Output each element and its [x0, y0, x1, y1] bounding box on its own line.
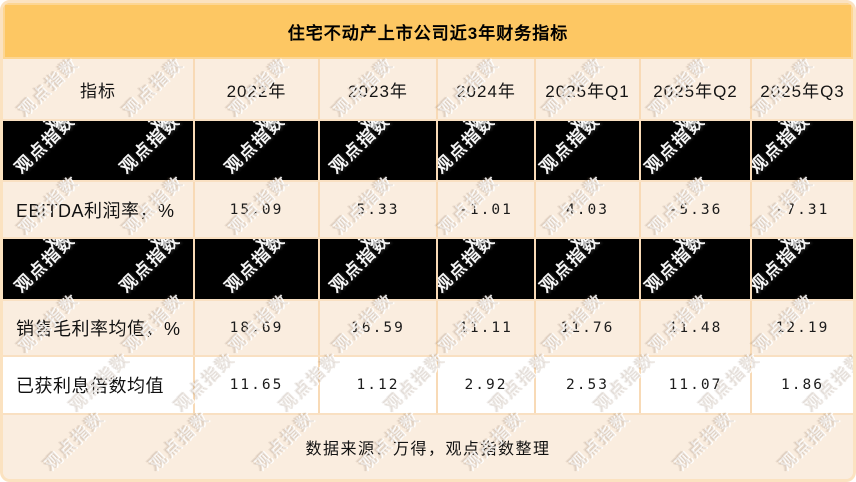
watermark-text: 观点指数 — [221, 239, 289, 297]
watermark-text: 观点指数 — [326, 239, 394, 297]
value-cell: 15.09 — [195, 182, 320, 237]
column-header-2022: 2022年 — [195, 59, 320, 119]
watermark-text: 观点指数 — [116, 121, 184, 178]
table-row-interest-coverage: 已获利息倍数均值 11.65 1.12 2.92 2.53 11.07 1.86 — [3, 355, 853, 413]
watermark-text: 观点指数 — [41, 239, 110, 253]
watermark-text: 观点指数 — [251, 121, 318, 135]
watermark-text: 观点指数 — [221, 121, 289, 178]
row-label-interest-coverage: 已获利息倍数均值 — [3, 357, 195, 413]
watermark-text: 观点指数 — [146, 239, 193, 253]
watermark-text: 观点指数 — [438, 239, 499, 297]
watermark-text: 观点指数 — [251, 239, 318, 253]
watermark-text: 观点指数 — [536, 121, 604, 178]
watermark-text: 观点指数 — [195, 121, 215, 135]
watermark-text: 观点指数 — [671, 121, 740, 135]
value-cell: 11.76 — [536, 301, 641, 355]
watermark-text: 观点指数 — [356, 121, 425, 135]
table-row-ebitda-margin: EBITDA利润率，% 15.09 5.33 -1.01 4.03 -5.36 … — [3, 180, 853, 237]
watermark-text: 观点指数 — [566, 239, 635, 253]
column-header-2025q2: 2025年Q2 — [641, 59, 752, 119]
row-label-gross-margin: 销售毛利率均值，% — [3, 301, 195, 355]
value-cell: -1.01 — [438, 182, 536, 237]
value-cell: 2.53 — [536, 357, 641, 413]
value-cell: 1.86 — [752, 357, 853, 413]
watermark-text: 观点指数 — [752, 121, 814, 178]
value-cell: -7.31 — [752, 182, 853, 237]
value-cell: 12.19 — [752, 301, 853, 355]
watermark-text: 观点指数 — [671, 239, 740, 253]
watermark-text: 观点指数 — [116, 239, 184, 297]
watermark-text: 观点指数 — [776, 121, 845, 135]
watermark-text: 观点指数 — [461, 239, 530, 253]
watermark-text: 观点指数 — [776, 239, 845, 253]
watermark-text: 观点指数 — [536, 239, 604, 297]
watermark-text: 观点指数 — [11, 239, 79, 297]
watermark-text: 观点指数 — [641, 121, 709, 178]
column-header-2025q3: 2025年Q3 — [752, 59, 853, 119]
value-cell: 11.07 — [641, 357, 752, 413]
value-cell: 11.48 — [641, 301, 752, 355]
column-header-indicator: 指标 — [3, 59, 195, 119]
column-header-2023: 2023年 — [320, 59, 438, 119]
value-cell: 5.33 — [320, 182, 438, 237]
row-label-ebitda-margin: EBITDA利润率，% — [3, 182, 195, 237]
table-title: 住宅不动产上市公司近3年财务指标 — [3, 3, 853, 59]
header-row: 指标 2022年 2023年 2024年 2025年Q1 2025年Q2 202… — [3, 59, 853, 119]
watermark-text: 观点指数 — [146, 121, 193, 135]
table-row-gross-margin: 销售毛利率均值，% 18.69 16.59 11.11 11.76 11.48 … — [3, 299, 853, 355]
watermark-text: 观点指数 — [195, 239, 215, 253]
value-cell: 16.59 — [320, 301, 438, 355]
watermark-text: 观点指数 — [752, 239, 814, 297]
watermark-text: 观点指数 — [356, 239, 425, 253]
watermark-text: 观点指数 — [641, 239, 709, 297]
watermark-text: 观点指数 — [566, 121, 635, 135]
value-cell: 2.92 — [438, 357, 536, 413]
watermark-text: 观点指数 — [461, 121, 530, 135]
value-cell: 11.11 — [438, 301, 536, 355]
column-header-2025q1: 2025年Q1 — [536, 59, 641, 119]
watermark-text: 观点指数 — [11, 121, 79, 178]
column-header-2024: 2024年 — [438, 59, 536, 119]
value-cell: 18.69 — [195, 301, 320, 355]
watermark-text: 观点指数 — [41, 121, 110, 135]
watermark-text: 观点指数 — [438, 121, 499, 178]
source-note: 数据来源：万得，观点指数整理 — [3, 413, 853, 479]
value-cell: 1.12 — [320, 357, 438, 413]
watermark-text: 观点指数 — [326, 121, 394, 178]
value-cell: -5.36 — [641, 182, 752, 237]
value-cell: 11.65 — [195, 357, 320, 413]
value-cell: 4.03 — [536, 182, 641, 237]
